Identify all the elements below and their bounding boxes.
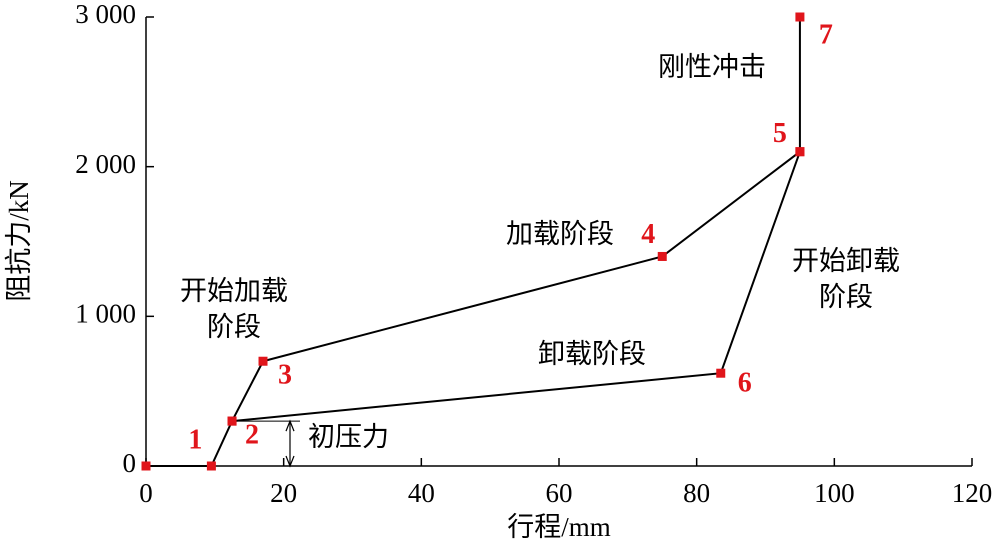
annotation: 初压力 <box>308 422 389 452</box>
point-label: 3 <box>278 360 292 391</box>
point-label: 4 <box>641 219 655 250</box>
x-tick-label: 80 <box>683 478 710 508</box>
x-tick-label: 0 <box>139 478 153 508</box>
marker <box>657 251 667 261</box>
annotation: 阶段 <box>207 312 261 342</box>
line <box>231 151 801 423</box>
y-axis-label: 阻抗力/kN <box>4 180 34 302</box>
point-label: 6 <box>738 368 752 399</box>
x-tick-label: 60 <box>546 478 573 508</box>
x-axis-label: 行程/mm <box>507 512 611 542</box>
arrow-head <box>285 455 295 468</box>
annotation: 开始加载 <box>180 276 288 306</box>
marker <box>258 356 268 366</box>
annotation: 刚性冲击 <box>658 52 766 82</box>
annotation: 阶段 <box>819 282 873 312</box>
y-tick-label: 3 000 <box>75 0 136 29</box>
annotation: 卸载阶段 <box>538 339 646 369</box>
annotation: 开始卸载 <box>792 246 900 276</box>
annotation: 加载阶段 <box>506 219 614 249</box>
arrow-head <box>285 419 295 432</box>
y-tick-label: 1 000 <box>75 299 136 329</box>
x-tick-label: 40 <box>408 478 435 508</box>
point-label: 5 <box>773 118 787 149</box>
y-tick-label: 0 <box>123 448 137 478</box>
marker <box>795 12 805 22</box>
x-tick-label: 100 <box>814 478 855 508</box>
point-label: 7 <box>819 19 833 50</box>
marker <box>206 461 216 471</box>
x-tick-label: 120 <box>952 478 993 508</box>
x-tick-label: 20 <box>270 478 297 508</box>
marker <box>795 147 805 157</box>
point-label: 1 <box>188 424 202 455</box>
marker <box>227 416 237 426</box>
marker <box>716 368 726 378</box>
y-tick-label: 2 000 <box>75 149 136 179</box>
marker <box>141 461 151 471</box>
point-label: 2 <box>245 420 259 451</box>
line <box>146 17 801 467</box>
